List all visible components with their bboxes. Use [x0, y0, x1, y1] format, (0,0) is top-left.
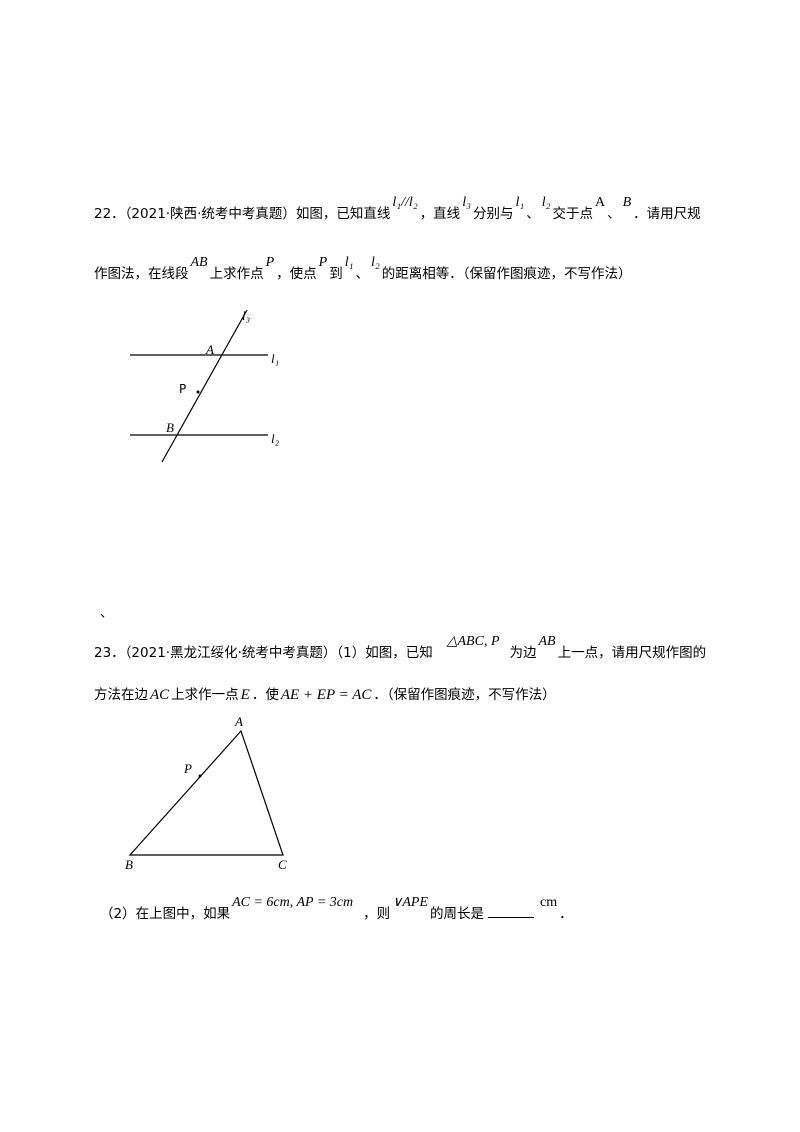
question-source: （2021·黑龙江绥化·统考中考真题）	[124, 645, 337, 661]
math: AE + EP = AC	[280, 687, 372, 703]
point-p	[196, 390, 200, 394]
text: 的周长是	[430, 906, 485, 922]
text: ，则	[363, 906, 391, 922]
answer-blank[interactable]	[488, 903, 535, 918]
math: l₃	[462, 195, 471, 210]
math: AC = 6cm, AP = 3cm	[232, 895, 354, 910]
label-c: C	[278, 857, 287, 872]
text: 作图法，在线段	[94, 266, 189, 282]
math: l₂	[541, 195, 551, 210]
text: ．请用尺规	[633, 206, 701, 222]
text: 、	[526, 206, 540, 222]
figure-triangle: A B C P	[125, 714, 287, 872]
text: ．使	[251, 687, 279, 703]
math: AB	[190, 255, 208, 270]
q22-line-2: 作图法，在线段AB上求作点P，使点P到l₁、l₂的距离相等．（保留作图痕迹，不写…	[94, 255, 632, 285]
text: 为边	[509, 645, 537, 661]
text: 上一点，请用尺规作图的	[557, 645, 707, 661]
label-a: A	[205, 342, 214, 357]
text: 的距离相等．（保留作图痕迹，不写作法）	[381, 266, 632, 282]
text: 交于点	[552, 206, 593, 222]
text: 如图，已知直线	[295, 206, 391, 222]
label-b: B	[125, 857, 133, 872]
text: （1）如图，已知	[336, 645, 433, 661]
math: P	[265, 255, 275, 270]
label-l3: l₃	[242, 308, 250, 323]
label-l1: l₁	[271, 351, 279, 366]
math: l₁	[515, 195, 525, 210]
math: △ABC, P	[446, 634, 500, 649]
math: P	[318, 255, 328, 270]
label-l2: l₂	[271, 431, 280, 446]
math: B	[622, 195, 632, 210]
figure-parallel-lines: l₁ l₂ l₃ A B P	[130, 308, 280, 463]
math: E	[240, 687, 250, 703]
text: （2）在上图中，如果	[100, 906, 231, 922]
math: A	[594, 195, 606, 210]
label-p: P	[183, 761, 192, 776]
triangle-abc	[128, 729, 284, 856]
point-p	[198, 774, 202, 778]
math: ∨APE	[392, 895, 429, 910]
text: 、	[607, 206, 621, 222]
text: 上求作点	[209, 266, 264, 282]
label-a: A	[234, 714, 243, 729]
q23-line-1: 23．（2021·黑龙江绥化·统考中考真题）（1）如图，已知 △ABC, P 为边A…	[94, 634, 707, 664]
stray-mark: 、	[100, 606, 113, 621]
math: l₁	[344, 255, 354, 270]
text: ．（保留作图痕迹，不写作法）	[373, 687, 556, 703]
math: AC	[150, 687, 170, 703]
line-l3	[161, 309, 248, 463]
label-b: B	[166, 420, 174, 435]
text: 、	[355, 266, 370, 282]
math: l₁//l₂	[392, 195, 418, 210]
text: 上求作一点	[171, 687, 239, 703]
unit: cm	[540, 895, 558, 910]
question-number: 22．	[94, 206, 125, 222]
question-number: 23．	[94, 645, 125, 661]
question-source: （2021·陕西·统考中考真题）	[124, 206, 296, 222]
math: l₂	[371, 255, 380, 270]
text: 分别与	[472, 206, 514, 222]
q23-part-2: （2）在上图中，如果AC = 6cm, AP = 3cm ，则∨APE的周长是 cm…	[100, 895, 573, 925]
q22-line-1: 22．（2021·陕西·统考中考真题）如图，已知直线l₁//l₂，直线l₃分别与…	[94, 195, 701, 225]
text: ．	[559, 906, 573, 922]
text: 方法在边	[94, 687, 148, 703]
text: 到	[329, 266, 343, 282]
q23-line-2: 方法在边 AC 上求作一点 E ．使 AE + EP = AC ．（保留作图痕迹，不写作法）	[94, 685, 556, 705]
text: ，使点	[276, 266, 317, 282]
text: ，直线	[419, 206, 461, 222]
math: AB	[538, 634, 556, 649]
label-p: P	[179, 382, 186, 396]
